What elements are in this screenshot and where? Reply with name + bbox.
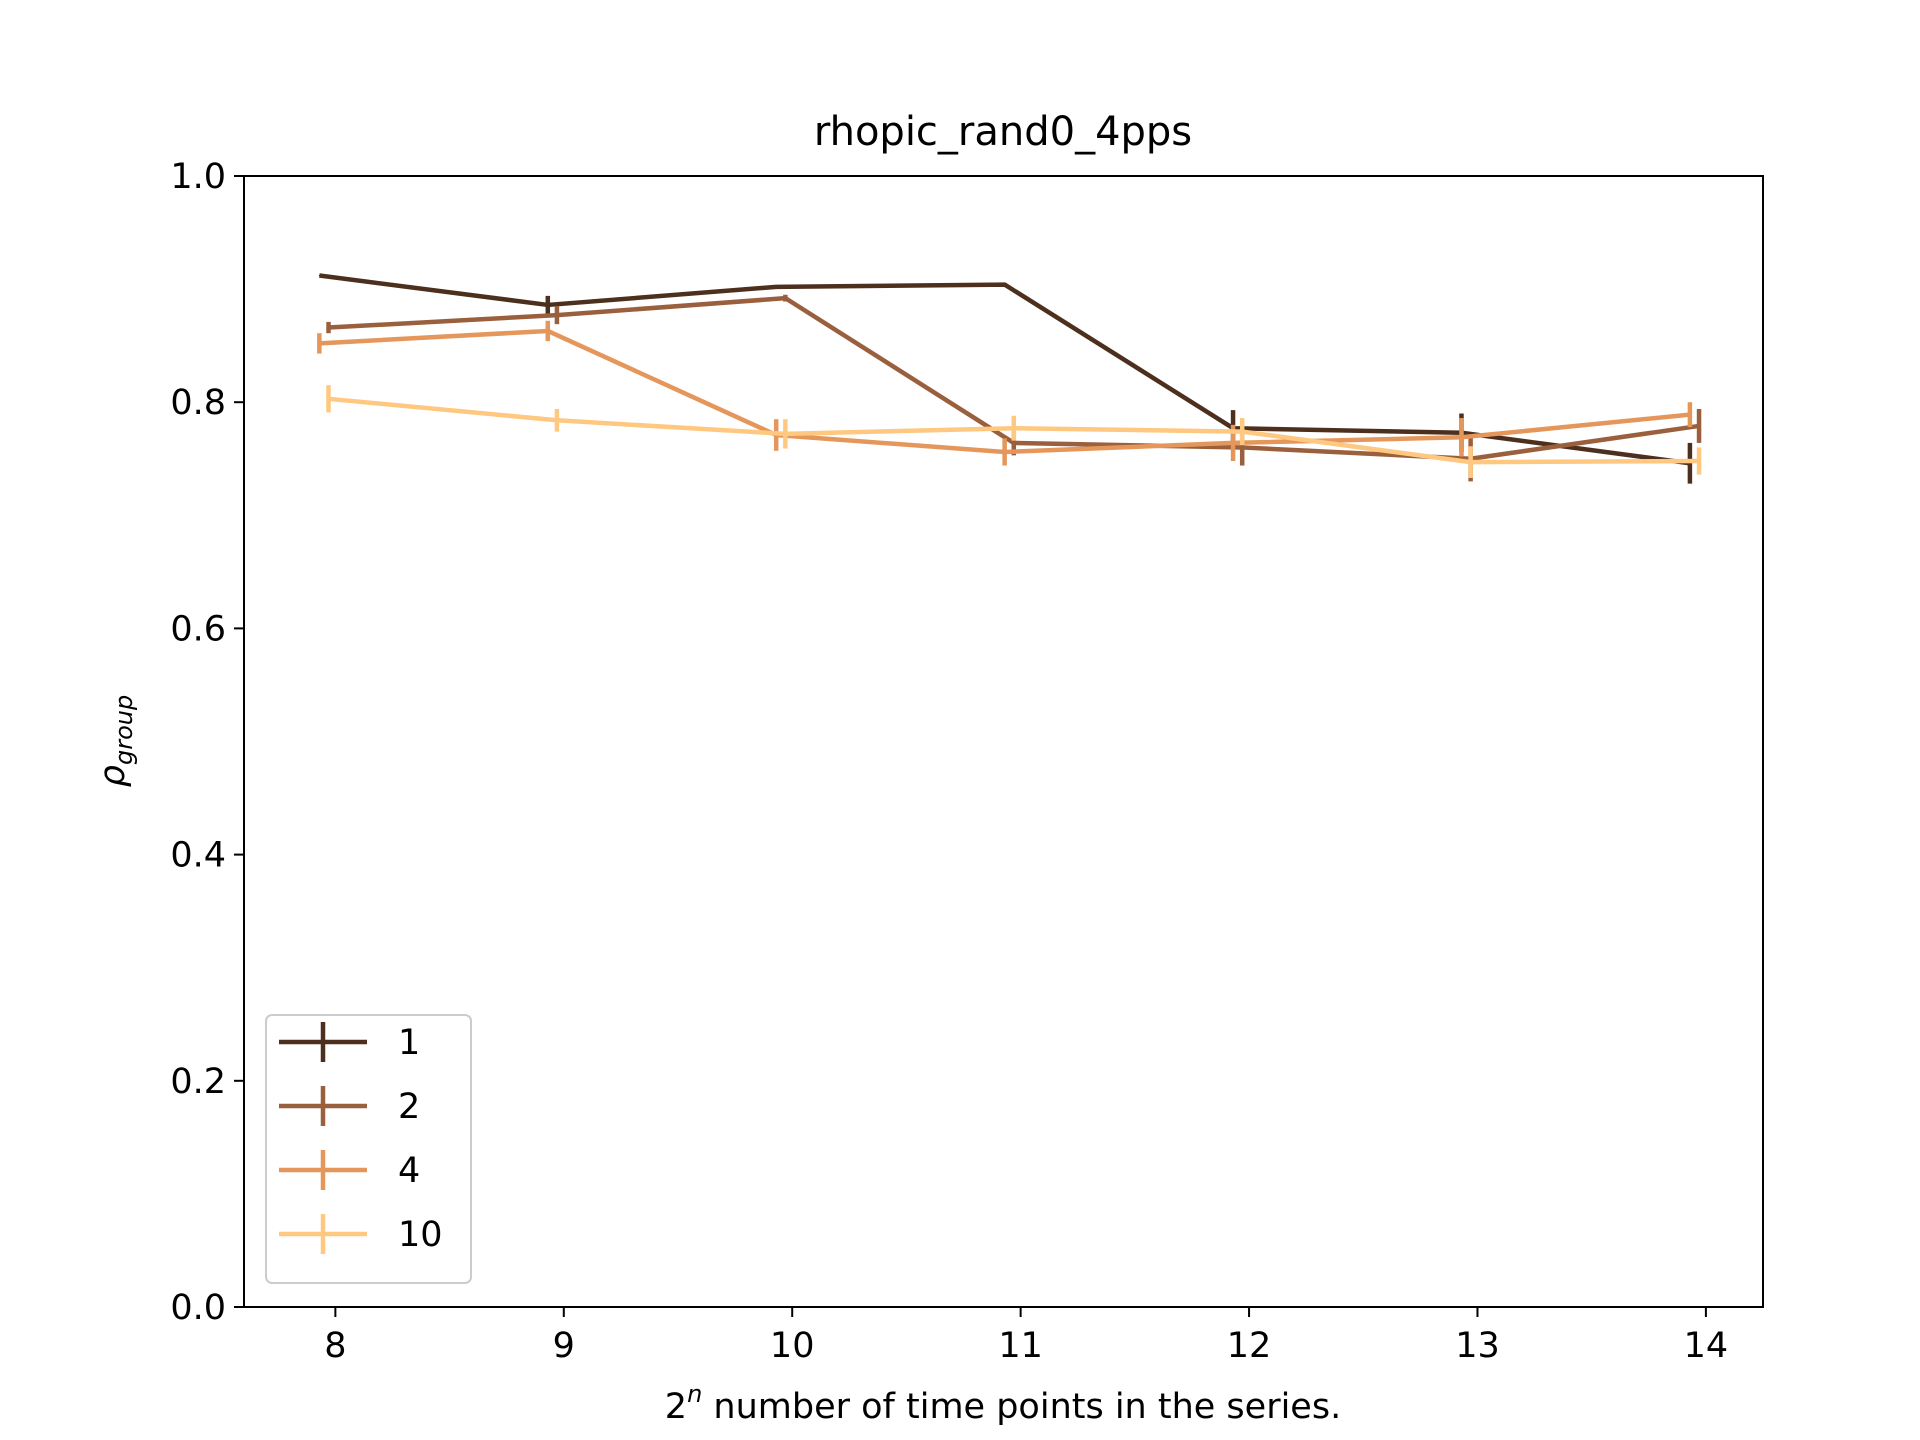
- y-axis-label-base: ρ: [93, 765, 133, 787]
- plot-frame: [243, 175, 1764, 1308]
- chart-title: rhopic_rand0_4pps: [814, 109, 1192, 155]
- data-point: [547, 330, 549, 332]
- data-point: [328, 327, 330, 329]
- data-point: [556, 419, 558, 421]
- y-tick-label: 0.8: [170, 383, 226, 423]
- y-axis-label: ρgroup: [93, 695, 138, 787]
- legend-label: 4: [398, 1151, 420, 1191]
- legend-entry: 10: [279, 1214, 443, 1255]
- data-point: [1689, 414, 1691, 416]
- data-point: [328, 398, 330, 400]
- data-point: [1232, 442, 1234, 444]
- series-layer: [317, 273, 1702, 484]
- y-tick-label: 0.6: [170, 609, 226, 649]
- data-point: [1698, 460, 1700, 462]
- data-point: [1470, 461, 1472, 463]
- x-axis-label-rest: number of time points in the series.: [702, 1387, 1341, 1427]
- x-tick-label: 9: [553, 1326, 575, 1366]
- data-point: [784, 433, 786, 435]
- data-point: [1241, 446, 1243, 448]
- legend-label: 2: [398, 1087, 420, 1127]
- y-tick-label: 0.2: [170, 1062, 226, 1102]
- x-tick-label: 10: [770, 1326, 815, 1366]
- x-axis-label: 2n number of time points in the series.: [665, 1380, 1341, 1427]
- data-point: [1698, 425, 1700, 427]
- data-point: [318, 275, 320, 277]
- x-axis-label-base: 2: [665, 1387, 687, 1427]
- legend-entry: 2: [279, 1086, 420, 1127]
- x-tick-label: 8: [324, 1326, 346, 1366]
- data-point: [547, 304, 549, 306]
- data-point: [556, 314, 558, 316]
- data-point: [318, 342, 320, 344]
- ticks-layer: 8 9 10 11 12 13 140.00.20.40.60.81.0: [170, 157, 1728, 1366]
- data-point: [784, 297, 786, 299]
- y-tick-label: 0.0: [170, 1288, 226, 1328]
- legend-label: 1: [398, 1023, 420, 1063]
- legend-frame: [265, 1014, 472, 1284]
- y-axis-label-subscript: group: [110, 695, 138, 765]
- x-tick-label: 14: [1684, 1326, 1729, 1366]
- x-tick-label: 12: [1227, 1326, 1272, 1366]
- data-point: [1460, 436, 1462, 438]
- x-tick-label: 11: [998, 1326, 1043, 1366]
- y-tick-label: 1.0: [170, 157, 226, 197]
- legend-label: 10: [398, 1215, 443, 1255]
- data-point: [775, 286, 777, 288]
- data-point: [1004, 451, 1006, 453]
- x-axis-label-superscript: n: [687, 1380, 702, 1408]
- data-point: [1241, 431, 1243, 433]
- legend-entry: 1: [279, 1022, 420, 1063]
- data-point: [1013, 442, 1015, 444]
- data-point: [1004, 284, 1006, 286]
- legend: 1 2 4 10: [265, 1014, 472, 1284]
- series-10: [326, 385, 1702, 478]
- data-point: [1013, 427, 1015, 429]
- y-tick-label: 0.4: [170, 836, 226, 876]
- x-tick-label: 13: [1455, 1326, 1500, 1366]
- legend-entry: 4: [279, 1150, 420, 1191]
